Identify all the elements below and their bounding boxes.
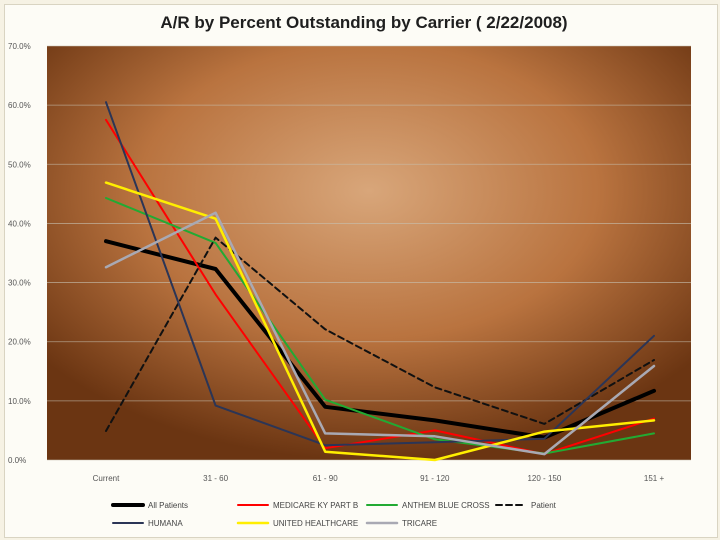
x-tick-label: 91 - 120	[420, 474, 450, 483]
y-tick-label: 60.0%	[8, 101, 31, 110]
series-lines	[104, 101, 656, 462]
y-tick-label: 10.0%	[8, 397, 31, 406]
legend: All Patients MEDICARE KY PART B ANTHEM BLU…	[111, 501, 557, 528]
y-tick-label: 20.0%	[8, 338, 31, 347]
y-tick-label: 40.0%	[8, 219, 31, 228]
x-tick-label: Current	[93, 474, 120, 483]
y-tick-label: 70.0%	[8, 42, 31, 51]
y-axis-ticks: 0.0% 10.0% 20.0% 30.0% 40.0% 50.0% 60.0% 70.0%	[8, 42, 31, 465]
series-line-humana	[105, 101, 655, 447]
x-tick-label: 61 - 90	[313, 474, 338, 483]
series-line-tricare	[104, 211, 656, 456]
chart-title: A/R by Percent Outstanding by Carrier ( …	[160, 13, 567, 32]
legend-label: HUMANA	[148, 519, 183, 528]
series-line-anthem-blue-cross	[105, 197, 655, 455]
x-tick-label: 151 +	[644, 474, 665, 483]
legend-label: Patient	[531, 501, 557, 510]
series-line-medicare-ky-part-b	[105, 118, 655, 456]
x-tick-label: 120 - 150	[527, 474, 561, 483]
series-line-united-healthcare	[104, 181, 656, 462]
y-tick-label: 30.0%	[8, 279, 31, 288]
series-line-patient	[105, 236, 655, 432]
legend-label: TRICARE	[402, 519, 437, 528]
x-tick-label: 31 - 60	[203, 474, 228, 483]
legend-label: MEDICARE KY PART B	[273, 501, 358, 510]
legend-label: UNITED HEALTHCARE	[273, 519, 358, 528]
legend-label: All Patients	[148, 501, 188, 510]
legend-label: ANTHEM BLUE CROSS	[402, 501, 490, 510]
y-tick-label: 0.0%	[8, 456, 26, 465]
x-axis-ticks: Current 31 - 60 61 - 90 91 - 120 120 - 150 15…	[93, 474, 665, 483]
y-tick-label: 50.0%	[8, 160, 31, 169]
plot-area	[47, 46, 691, 460]
